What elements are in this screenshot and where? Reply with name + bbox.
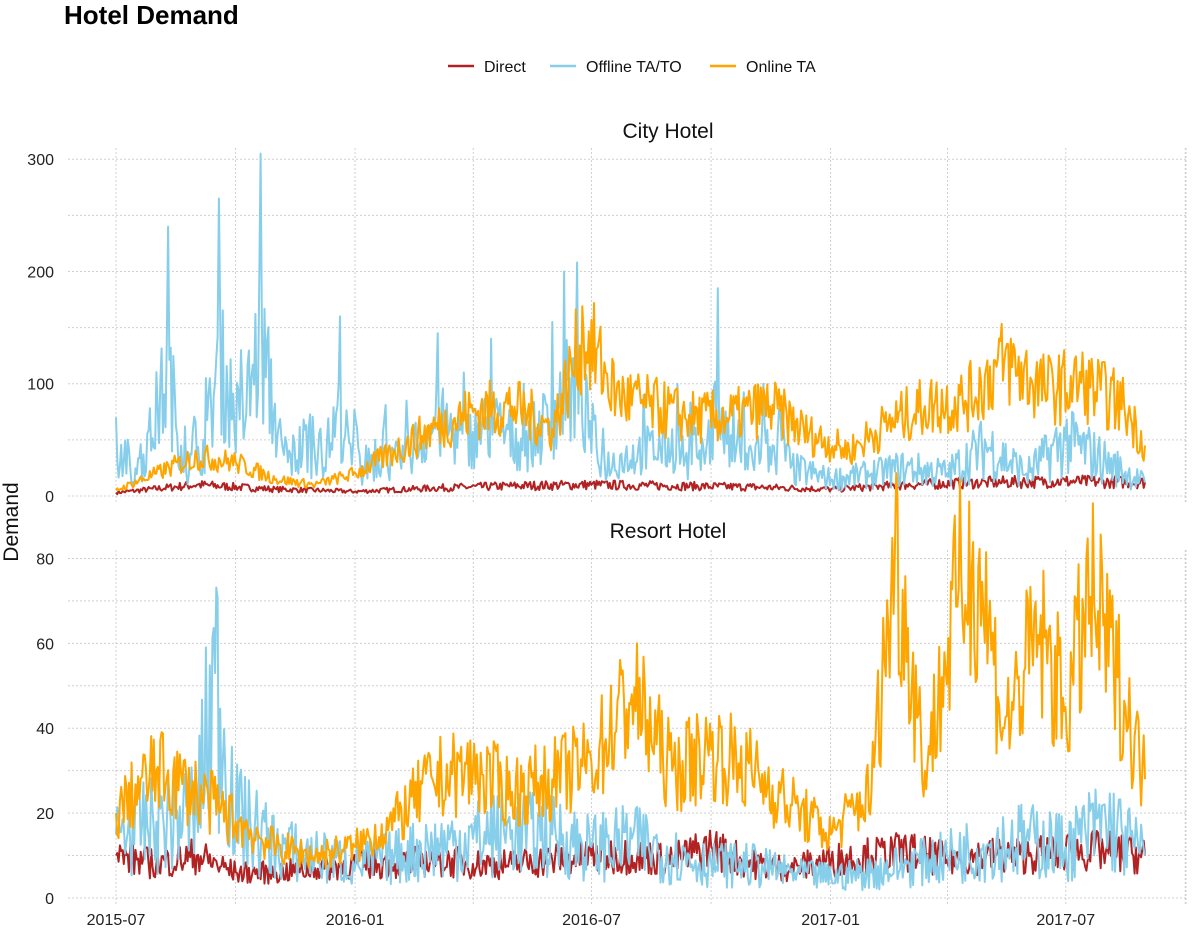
series-line-offline-ta-to [115, 152, 1146, 492]
series-line-online-ta [115, 302, 1146, 491]
panel-resort-hotel: Resort Hotel 0 20 40 60 80 [36, 472, 1188, 908]
y-tick-label: 40 [36, 721, 54, 738]
x-axis: 2015-07 2016-01 2016-07 2017-01 2017-07 [87, 912, 1096, 929]
y-tick-label: 60 [36, 636, 54, 653]
x-tick-label: 2017-01 [801, 912, 860, 929]
y-tick-label: 20 [36, 806, 54, 823]
legend-label: Offline TA/TO [586, 59, 682, 76]
x-tick-label: 2016-07 [562, 912, 621, 929]
legend: Direct Offline TA/TO Online TA [448, 59, 816, 76]
x-tick-label: 2015-07 [87, 912, 146, 929]
y-tick-label: 0 [45, 891, 54, 908]
series-line-online-ta [115, 472, 1146, 869]
y-tick-label: 0 [45, 489, 54, 506]
series-line-direct [115, 474, 1146, 496]
panel-title: Resort Hotel [610, 520, 727, 543]
y-axis-label: Demand [0, 482, 23, 561]
page-title: Hotel Demand [64, 0, 239, 30]
legend-label: Online TA [746, 59, 816, 76]
series-line-direct [115, 829, 1146, 885]
y-tick-label: 300 [27, 152, 54, 169]
y-tick-label: 200 [27, 264, 54, 281]
y-tick-label: 100 [27, 377, 54, 394]
panel-city-hotel: City Hotel 0 100 200 300 [27, 120, 1188, 506]
x-tick-label: 2017-07 [1036, 912, 1095, 929]
y-tick-label: 80 [36, 551, 54, 568]
x-tick-label: 2016-01 [326, 912, 385, 929]
panel-title: City Hotel [622, 120, 713, 143]
legend-label: Direct [484, 59, 526, 76]
